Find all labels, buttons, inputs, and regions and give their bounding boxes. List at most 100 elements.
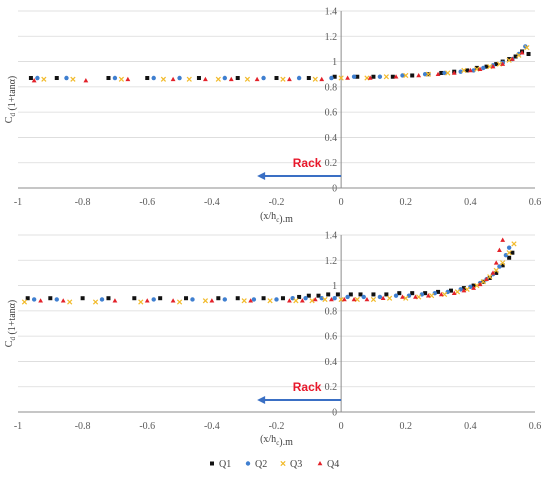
x-tick-label: -0.6 [139,197,155,208]
legend: Q1 Q2 Q3 Q4 [210,459,339,470]
data-point [439,70,444,75]
data-point [519,50,525,55]
data-point [329,296,334,302]
data-point [322,296,328,303]
y-tick-label: 1.2 [325,256,338,267]
data-point [471,285,477,290]
data-point [319,76,325,82]
data-point [386,295,393,301]
data-point [358,292,363,297]
data-point [506,250,512,256]
x-tick-label: -0.2 [269,421,285,432]
data-point [35,75,40,81]
data-point [112,75,118,81]
data-point [92,299,99,305]
data-point [190,297,195,302]
x-tick-label: 0.4 [464,421,477,432]
data-point [144,298,150,303]
x-tick-label: -0.4 [204,197,220,208]
data-point [524,45,530,51]
data-point [355,74,360,79]
data-point [287,76,292,82]
data-point [393,74,399,79]
data-point [474,282,480,289]
data-point [83,78,89,83]
data-point [458,69,463,74]
y-axis-title: Cd (1+tanα) [4,76,18,123]
data-point [467,67,473,73]
legend-marker-Q2 [245,461,251,466]
data-point [306,76,311,81]
rack-label: Rack [293,156,322,170]
chart-2: 0 0.2 0.4 0.6 0.8 1 1.2 1.4 -1 -0.8 -0.6 -0.4 -0.2 0 0… [4,231,541,449]
data-point [196,76,201,81]
data-point [99,297,105,302]
data-point [341,296,347,302]
rack-label: Rack [293,380,322,394]
data-point [513,54,518,59]
x-tick-label: 0.2 [400,197,413,208]
data-point [497,247,502,252]
data-point [25,296,30,301]
data-point [309,298,315,304]
data-point [106,296,111,301]
data-point [361,294,366,300]
y-tick-label: 0.2 [325,158,338,169]
data-point [509,56,515,61]
data-point [484,276,489,282]
data-point [345,294,350,300]
data-point [335,292,340,297]
data-point [151,297,156,302]
data-point [410,291,415,296]
data-point [423,291,428,296]
data-point [477,281,483,287]
data-point [506,245,512,250]
data-point [244,76,251,82]
data-point [215,76,221,82]
data-point [451,70,457,75]
x-tick-label: -0.6 [139,421,155,432]
data-point [228,76,234,82]
data-point [303,296,308,301]
data-point [481,65,486,71]
data-point [384,292,389,297]
data-point [471,283,476,288]
data-point [500,61,506,66]
y-tick-label: 0 [332,408,337,419]
data-point [31,297,37,302]
x-tick-label: -1 [14,197,22,208]
data-point [118,76,125,82]
data-point [319,296,324,301]
data-point [397,291,402,296]
data-point [235,76,240,81]
x-tick-label: -0.2 [269,197,285,208]
data-point [254,76,260,82]
y-tick-label: 1.4 [325,231,338,242]
data-point [510,250,515,255]
data-point [474,65,479,70]
data-point [500,237,506,242]
y-tick-label: 0.2 [325,382,338,393]
data-point [351,296,357,302]
legend-label-Q2: Q2 [255,459,267,470]
data-point [297,294,302,299]
data-point [151,75,156,81]
data-point [451,290,457,295]
data-point [177,75,182,81]
legend-label-Q4: Q4 [327,459,339,470]
rack-arrow-head [257,171,266,180]
series-Q4 [31,50,525,83]
data-point [436,289,441,294]
series-Q1 [28,49,531,81]
data-point [465,68,470,73]
x-tick-label: 0 [339,197,344,208]
data-point [351,74,357,79]
x-tick-label: 0 [339,421,344,432]
data-point [494,62,499,67]
legend-marker-Q1 [210,461,214,466]
x-axis-title: (x/hc).m [260,211,293,225]
data-point [145,76,150,81]
data-point [296,75,302,81]
data-point [41,76,47,82]
